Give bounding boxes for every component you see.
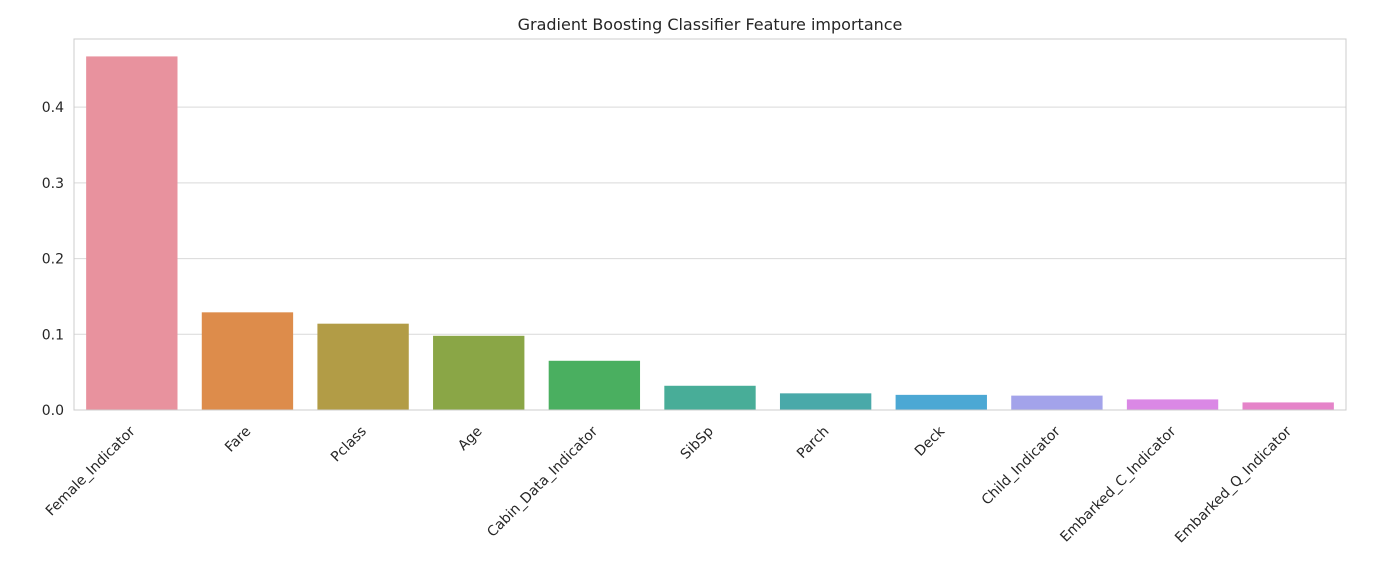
chart-title: Gradient Boosting Classifier Feature imp… — [518, 15, 903, 34]
x-tick-labels: Female_Indicator Fare Pclass AgeCabin_Data_… — [43, 423, 1295, 546]
bar-sibsp — [664, 385, 756, 410]
bar-pclass — [317, 323, 409, 410]
gridlines — [74, 106, 1346, 335]
x-tick-label: SibSp — [678, 423, 717, 462]
bar-fare — [201, 312, 294, 410]
y-tick-label: 0.2 — [42, 252, 64, 268]
bars — [86, 56, 1334, 411]
bar-embarked-c-indicator — [1126, 399, 1219, 410]
bar-female-indicator — [86, 56, 178, 411]
y-tick-label: 0.3 — [42, 176, 64, 192]
y-tick-label: 0.0 — [42, 403, 64, 419]
x-tick-label: Fare — [222, 424, 254, 456]
x-tick-label: Pclass — [328, 424, 370, 466]
x-tick-label: Child_Indicator — [979, 423, 1064, 508]
x-tick-label: Parch — [794, 424, 832, 462]
x-tick-label: Deck — [912, 423, 949, 460]
y-tick-labels: 0.0 0.1 0.2 0.3 0.4 — [42, 100, 64, 419]
x-tick-label: Cabin_Data_Indicator — [484, 423, 601, 540]
y-tick-label: 0.1 — [42, 327, 64, 343]
plot-frame — [73, 38, 1347, 411]
bar-age — [433, 335, 525, 410]
y-tick-label: 0.4 — [42, 100, 64, 116]
bar-child-indicator — [1011, 395, 1103, 410]
bar-deck — [895, 394, 987, 410]
x-tick-label: Female_Indicator — [43, 423, 139, 519]
bar-embarked-q-indicator — [1242, 402, 1334, 410]
x-tick-label: Age — [455, 424, 485, 454]
x-tick-label: Embarked_C_Indicator — [1057, 423, 1179, 545]
x-tick-label: Embarked_Q_Indicator — [1172, 423, 1295, 546]
bar-cabin-data-indicator — [548, 360, 641, 410]
bar-parch — [779, 393, 872, 410]
